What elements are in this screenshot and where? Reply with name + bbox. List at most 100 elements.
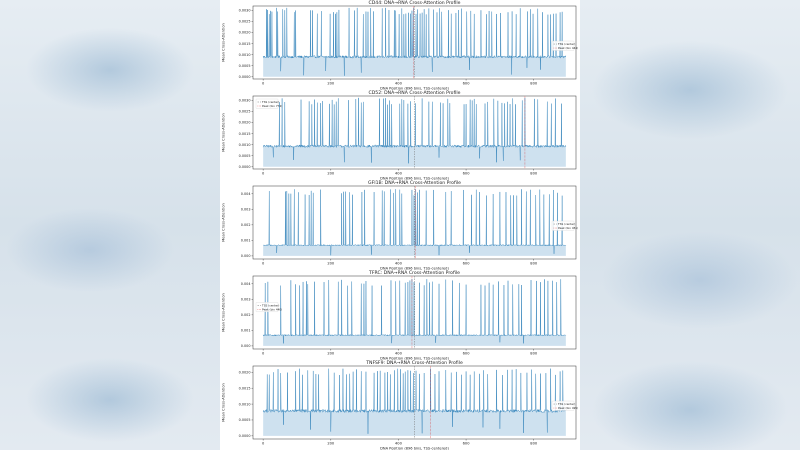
attention-area <box>263 279 566 346</box>
x-tick-label: 400 <box>395 442 403 446</box>
legend-label-peak: Peak (bin 774) <box>262 104 282 108</box>
chart-panel-3: GFI1B: DNA→RNA Cross-Attention Profile 0 2… <box>222 180 579 271</box>
x-tick-label: 0 <box>262 172 265 176</box>
y-axis-label: Mean Cross-Attention <box>222 113 226 152</box>
x-tick-label: 200 <box>327 172 335 176</box>
y-tick-label: 0.004 <box>241 192 251 196</box>
legend-label-tss: TSS (center) <box>557 402 575 406</box>
x-tick-label: 200 <box>327 442 335 446</box>
y-tick-label: 0.0010 <box>239 402 251 406</box>
legend-label-tss: TSS (center) <box>557 222 575 226</box>
attention-area <box>263 97 566 167</box>
y-tick-label: 0.0020 <box>239 371 251 375</box>
chart-title: CD44: DNA→RNA Cross-Attention Profile <box>369 0 461 6</box>
y-tick-label: 0.0005 <box>239 64 251 68</box>
x-tick-label: 400 <box>395 262 403 266</box>
y-tick-label: 0.0010 <box>239 53 251 57</box>
x-tick-label: 600 <box>463 442 471 446</box>
figure-panel: CD44: DNA→RNA Cross-Attention Profile 0 20… <box>220 0 580 450</box>
y-tick-label: 0.004 <box>241 282 251 286</box>
chart-title: CD52: DNA→RNA Cross-Attention Profile <box>369 90 461 96</box>
legend: TSS (center)Peak (bin 444) <box>551 40 578 51</box>
legend-box <box>551 40 575 51</box>
x-tick-label: 600 <box>463 82 471 86</box>
y-tick-label: 0.0030 <box>239 99 251 103</box>
y-tick-label: 0.003 <box>241 297 251 301</box>
legend-box <box>255 98 279 109</box>
y-tick-label: 0.003 <box>241 207 251 211</box>
y-tick-label: 0.0025 <box>239 110 251 114</box>
legend-box <box>551 220 575 231</box>
y-tick-label: 0.0015 <box>239 132 251 136</box>
legend: TSS (center)Peak (bin 774) <box>255 98 282 109</box>
y-tick-label: 0.002 <box>241 313 251 317</box>
attention-series-line <box>263 189 567 256</box>
x-tick-label: 800 <box>530 352 538 356</box>
x-axis-label: DNA Position (896 bins, TSS-centered) <box>380 267 449 271</box>
y-tick-label: 0.0020 <box>239 31 251 35</box>
y-axis-label: Mean Cross-Attention <box>222 23 226 62</box>
x-tick-label: 800 <box>530 172 538 176</box>
y-tick-label: 0.001 <box>241 329 251 333</box>
attention-series-line <box>262 97 567 164</box>
legend: TSS (center)Peak (bin 440) <box>255 302 282 312</box>
y-tick-label: 0.000 <box>241 344 251 348</box>
chart-panel-5: TNFSF9: DNA→RNA Cross-Attention Profile 0… <box>222 360 579 450</box>
legend: TSS (center)Peak (bin 495) <box>551 400 578 411</box>
legend-label-peak: Peak (bin 444) <box>558 46 578 50</box>
x-axis-label: DNA Position (896 bins, TSS-centered) <box>380 177 449 181</box>
y-tick-label: 0.001 <box>241 239 251 243</box>
x-tick-label: 0 <box>262 82 265 86</box>
legend-box <box>551 400 575 411</box>
y-tick-label: 0.0030 <box>239 9 251 13</box>
y-axis-label: Mean Cross-Attention <box>222 293 226 332</box>
y-axis-label: Mean Cross-Attention <box>222 203 226 242</box>
y-tick-label: 0.0000 <box>239 434 251 438</box>
y-tick-label: 0.0000 <box>239 165 251 169</box>
y-tick-label: 0.0005 <box>239 154 251 158</box>
y-tick-label: 0.0015 <box>239 42 251 46</box>
x-axis-label: DNA Position (896 bins, TSS-centered) <box>380 357 449 361</box>
legend: TSS (center)Peak (bin 451) <box>551 220 578 231</box>
legend-label-peak: Peak (bin 495) <box>558 406 578 410</box>
y-tick-label: 0.0005 <box>239 418 251 422</box>
legend-label-peak: Peak (bin 440) <box>262 307 282 311</box>
x-tick-label: 400 <box>395 352 403 356</box>
x-axis-label: DNA Position (896 bins, TSS-centered) <box>380 87 449 91</box>
x-tick-label: 800 <box>530 82 538 86</box>
y-tick-label: 0.0010 <box>239 143 251 147</box>
chart-panel-4: TFRC: DNA→RNA Cross-Attention Profile 0 20… <box>222 270 577 361</box>
x-tick-label: 200 <box>327 82 335 86</box>
y-tick-label: 0.002 <box>241 223 251 227</box>
chart-title: GFI1B: DNA→RNA Cross-Attention Profile <box>368 180 461 186</box>
x-tick-label: 600 <box>463 262 471 266</box>
legend-label-tss: TSS (center) <box>557 42 575 46</box>
x-tick-label: 200 <box>327 352 335 356</box>
x-tick-label: 400 <box>395 82 403 86</box>
y-axis-label: Mean Cross-Attention <box>222 383 226 422</box>
legend-label-peak: Peak (bin 451) <box>558 226 578 230</box>
x-tick-label: 0 <box>262 352 265 356</box>
x-tick-label: 600 <box>463 172 471 176</box>
x-tick-label: 400 <box>395 172 403 176</box>
x-tick-label: 800 <box>530 262 538 266</box>
y-tick-label: 0.0000 <box>239 75 251 79</box>
chart-panel-2: CD52: DNA→RNA Cross-Attention Profile 0 20… <box>222 90 577 181</box>
attention-area <box>263 368 566 436</box>
attention-area <box>263 189 566 256</box>
x-tick-label: 800 <box>530 442 538 446</box>
legend-label-tss: TSS (center) <box>261 100 279 104</box>
chart-title: TFRC: DNA→RNA Cross-Attention Profile <box>368 270 460 276</box>
attention-series-line <box>262 7 567 76</box>
chart-title: TNFSF9: DNA→RNA Cross-Attention Profile <box>365 360 463 366</box>
y-tick-label: 0.0015 <box>239 386 251 390</box>
x-axis-label: DNA Position (896 bins, TSS-centered) <box>380 447 449 450</box>
y-tick-label: 0.0025 <box>239 20 251 24</box>
x-tick-label: 0 <box>262 262 265 266</box>
legend-box <box>255 302 279 312</box>
cross-attention-figure: CD44: DNA→RNA Cross-Attention Profile 0 20… <box>222 0 579 450</box>
y-tick-label: 0.0020 <box>239 121 251 125</box>
y-tick-label: 0.000 <box>241 254 251 258</box>
attention-series-line <box>262 279 567 344</box>
x-tick-label: 600 <box>463 352 471 356</box>
